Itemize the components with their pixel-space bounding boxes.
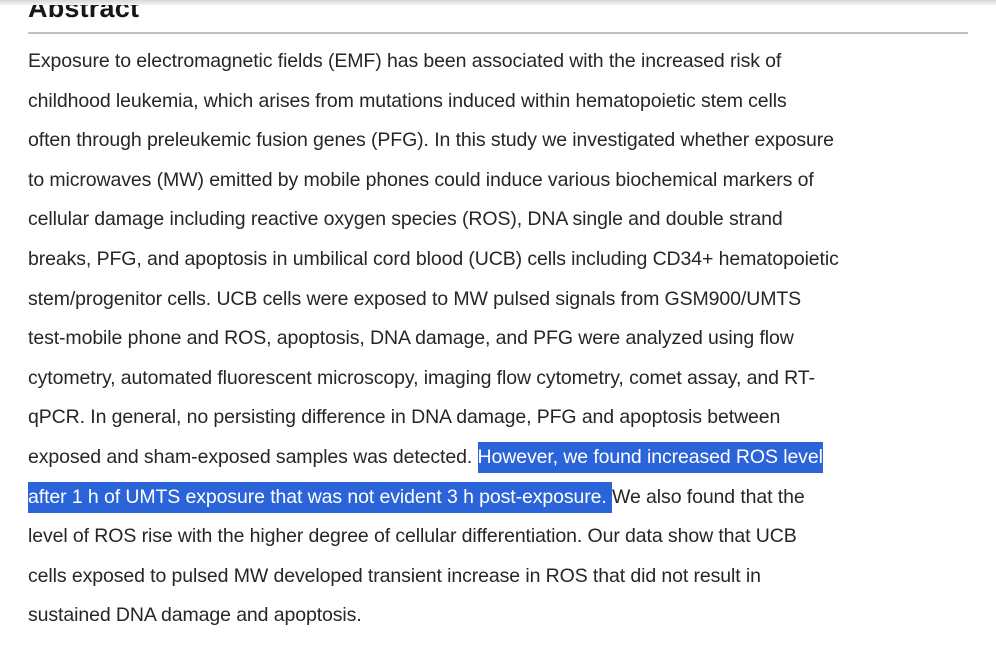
text-segment: sustained DNA damage and apoptosis.	[28, 604, 362, 627]
text-segment: cellular damage including reactive oxyge…	[28, 208, 783, 231]
selected-text-segment[interactable]: after 1 h of UMTS exposure that was not …	[28, 481, 613, 513]
top-edge-shadow	[0, 0, 996, 5]
text-segment: We also found that the	[612, 485, 805, 508]
text-segment: test-mobile phone and ROS, apoptosis, DN…	[28, 327, 794, 350]
text-segment: childhood leukemia, which arises from mu…	[28, 89, 787, 112]
text-line: breaks, PFG, and apoptosis in umbilical …	[28, 240, 968, 280]
text-line: Exposure to electromagnetic fields (EMF)…	[28, 42, 968, 82]
text-segment: level of ROS rise with the higher degree…	[28, 525, 797, 548]
text-line: stem/progenitor cells. UCB cells were ex…	[28, 280, 968, 320]
text-segment: Exposure to electromagnetic fields (EMF)…	[28, 50, 782, 72]
text-line: sustained DNA damage and apoptosis.	[28, 596, 968, 636]
text-segment: stem/progenitor cells. UCB cells were ex…	[28, 287, 802, 310]
text-segment: breaks, PFG, and apoptosis in umbilical …	[28, 247, 839, 270]
abstract-paragraph[interactable]: Exposure to electromagnetic fields (EMF)…	[28, 42, 968, 636]
heading-clip: Abstract	[28, 5, 968, 19]
abstract-heading: Abstract	[28, 5, 968, 19]
text-line: often through preleukemic fusion genes (…	[28, 121, 968, 161]
text-segment: often through preleukemic fusion genes (…	[28, 129, 834, 152]
text-line: cytometry, automated fluorescent microsc…	[28, 359, 968, 399]
text-line: after 1 h of UMTS exposure that was not …	[28, 478, 968, 518]
text-segment: cytometry, automated fluorescent microsc…	[28, 366, 815, 389]
text-segment: exposed and sham-exposed samples was det…	[28, 445, 478, 468]
selected-text-segment[interactable]: However, we found increased ROS level	[477, 441, 823, 473]
abstract-section: Abstract Exposure to electromagnetic fie…	[0, 5, 996, 636]
text-line: cellular damage including reactive oxyge…	[28, 200, 968, 240]
text-line: qPCR. In general, no persisting differen…	[28, 398, 968, 438]
text-line: level of ROS rise with the higher degree…	[28, 517, 968, 557]
text-line: test-mobile phone and ROS, apoptosis, DN…	[28, 319, 968, 359]
text-line: exposed and sham-exposed samples was det…	[28, 438, 968, 478]
text-line: to microwaves (MW) emitted by mobile pho…	[28, 161, 968, 201]
heading-divider	[28, 32, 968, 34]
text-segment: to microwaves (MW) emitted by mobile pho…	[28, 168, 814, 191]
text-segment: cells exposed to pulsed MW developed tra…	[28, 564, 761, 587]
text-line: cells exposed to pulsed MW developed tra…	[28, 557, 968, 597]
text-segment: qPCR. In general, no persisting differen…	[28, 406, 781, 429]
text-line: childhood leukemia, which arises from mu…	[28, 82, 968, 122]
